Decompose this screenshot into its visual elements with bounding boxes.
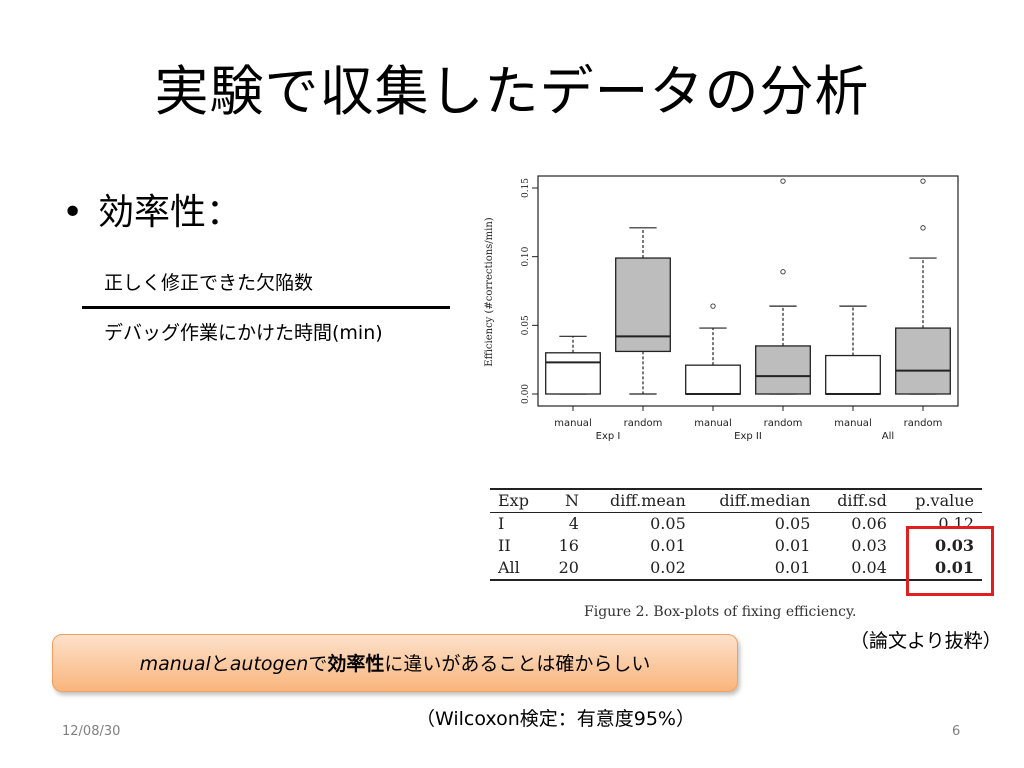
- callout-rest: に違いがあることは確からしい: [384, 653, 651, 675]
- box-body: [755, 345, 811, 395]
- x-tick-label: manual: [554, 418, 591, 429]
- test-note: （Wilcoxon検定：有意度95%）: [416, 708, 695, 730]
- col-header: N: [544, 489, 587, 513]
- box-body: [895, 327, 951, 395]
- box-random-all: [895, 178, 951, 395]
- bullet-marker: •: [62, 192, 84, 233]
- x-tick-label: random: [624, 418, 663, 429]
- plot-frame: [537, 175, 959, 407]
- table-cell: II: [498, 536, 511, 555]
- stats-table: Exp N diff.mean diff.median diff.sd p.va…: [490, 488, 982, 581]
- slide-title: 実験で収集したデータの分析: [154, 60, 870, 123]
- x-tick-label: manual: [694, 418, 731, 429]
- table-row: All 20 0.02 0.01 0.04 0.01: [490, 557, 982, 581]
- table-cell: 0.01: [894, 557, 982, 581]
- y-tick-label: 0.05: [521, 315, 531, 335]
- outlier-point: [920, 178, 926, 184]
- col-header: diff.mean: [586, 489, 694, 513]
- table-cell: 0.04: [818, 557, 895, 581]
- conclusion-callout: manualとautogenで効率性に違いがあることは確からしい: [52, 634, 738, 692]
- group-label: All: [882, 431, 894, 442]
- table-cell: 0.06: [851, 514, 887, 533]
- table-cell: All: [490, 557, 545, 581]
- group-label: Exp II: [734, 431, 762, 442]
- x-tick-label: random: [904, 418, 943, 429]
- outlier-point: [780, 269, 786, 275]
- x-tick-label: random: [764, 418, 803, 429]
- source-note: （論文より抜粋）: [850, 630, 1002, 652]
- outlier-point: [780, 178, 786, 184]
- bullet-label: 効率性：: [98, 192, 243, 233]
- table-cell: 0.03: [851, 536, 887, 555]
- bullet-efficiency: • 効率性：: [62, 188, 242, 238]
- box-manual-exp-ii: [685, 303, 741, 395]
- callout-and: と: [210, 653, 230, 675]
- y-axis-label: Efficiency (#corrections/min): [484, 217, 495, 366]
- box-random-exp-ii: [755, 178, 811, 395]
- table-cell: 0.01: [774, 536, 811, 555]
- col-header: Exp: [490, 489, 545, 513]
- box-manual-all: [825, 305, 881, 395]
- y-tick-label: 0.15: [521, 178, 531, 198]
- box-body: [545, 352, 601, 395]
- col-header: diff.sd: [818, 489, 895, 513]
- box-body: [615, 257, 671, 353]
- table-cell: 0.05: [650, 514, 686, 533]
- stats-header-row: Exp N diff.mean diff.median diff.sd p.va…: [490, 489, 982, 513]
- table-cell: 0.01: [650, 536, 686, 555]
- table-row: I 4 0.05 0.05 0.06 0.12: [490, 513, 982, 536]
- pvalue-highlight-box: [906, 526, 994, 596]
- col-header: p.value: [894, 489, 982, 513]
- figure-caption: Figure 2. Box-plots of fixing efficiency…: [584, 604, 857, 620]
- group-label: Exp I: [596, 431, 621, 442]
- table-cell: 20: [544, 557, 587, 581]
- table-row: II 16 0.01 0.01 0.03 0.03: [490, 535, 982, 557]
- footer-date: 12/08/30: [62, 724, 121, 739]
- y-tick-label: 0.00: [521, 384, 531, 404]
- box-manual-exp-i: [545, 335, 601, 395]
- table-cell: 4: [568, 514, 579, 533]
- callout-efficiency: 効率性: [327, 653, 385, 675]
- fraction-numerator: 正しく修正できた欠陥数: [104, 272, 314, 294]
- callout-autogen: autogen: [229, 653, 309, 675]
- box-body: [825, 354, 881, 395]
- x-tick-label: manual: [834, 418, 871, 429]
- box-random-exp-i: [615, 227, 671, 395]
- table-cell: 0.05: [774, 514, 811, 533]
- table-cell: 16: [558, 536, 579, 555]
- col-header: diff.median: [693, 489, 819, 513]
- outlier-point: [710, 303, 716, 309]
- table-cell: I: [498, 514, 505, 533]
- fraction-line: [82, 306, 450, 309]
- boxplot-chart: Efficiency (#corrections/min) 0.00 0.05 0.…: [484, 175, 959, 442]
- table-cell: 0.02: [586, 557, 694, 581]
- outlier-point: [920, 225, 926, 231]
- callout-manual: manual: [139, 653, 211, 675]
- callout-de: で: [308, 653, 328, 675]
- table-cell: 0.01: [693, 557, 819, 581]
- y-tick-label: 0.10: [521, 246, 531, 266]
- box-body: [685, 364, 741, 395]
- page-number: 6: [952, 724, 961, 739]
- fraction-denominator: デバッグ作業にかけた時間(min): [104, 322, 383, 344]
- table-cell: 0.03: [935, 536, 974, 555]
